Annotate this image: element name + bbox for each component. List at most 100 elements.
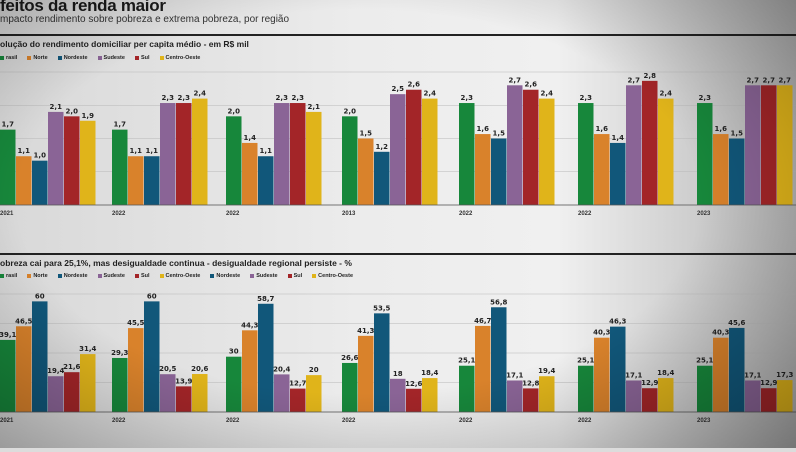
bar — [226, 356, 242, 412]
bar-value-label: 17,1 — [625, 371, 642, 379]
bar — [491, 307, 507, 412]
bar — [729, 138, 745, 205]
bar — [390, 94, 406, 205]
bar — [610, 142, 626, 205]
bar-value-label: 2,7 — [628, 76, 641, 84]
x-tick-label: 2022 — [578, 418, 592, 424]
legend-swatch — [0, 274, 4, 278]
bar — [160, 374, 176, 412]
bar-value-label: 2,3 — [178, 94, 191, 102]
bar — [258, 156, 274, 205]
bar-value-label: 17,1 — [744, 371, 761, 379]
bar — [642, 388, 658, 412]
x-tick-label: 2022 — [459, 211, 473, 217]
chart2-plot: 39,146,56019,421,631,4202129,345,56020,5… — [0, 292, 796, 424]
bar-value-label: 39,1 — [0, 331, 17, 339]
bar-value-label: 2,7 — [747, 76, 760, 84]
legend-swatch — [57, 56, 62, 60]
bar-value-label: 20,6 — [191, 365, 208, 373]
bar-value-label: 20,4 — [273, 365, 290, 373]
bar-value-label: 40,3 — [593, 329, 610, 337]
legend-item: Nordeste — [57, 55, 88, 61]
x-tick-label: 2022 — [226, 418, 240, 424]
bar — [475, 134, 491, 205]
page-title: feitos da renda maior — [0, 0, 166, 15]
bar — [32, 301, 48, 412]
legend-item: Centro-Oeste — [312, 273, 353, 279]
bar — [539, 376, 555, 412]
bar — [242, 142, 258, 205]
bar — [374, 151, 390, 205]
bar-value-label: 2,0 — [344, 107, 357, 115]
x-tick-label: 2021 — [0, 211, 14, 217]
legend-item: Centro-Oeste — [159, 55, 200, 61]
bar — [745, 380, 761, 412]
bar — [160, 103, 176, 205]
bar-value-label: 41,3 — [357, 327, 374, 335]
bar-value-label: 2,7 — [509, 76, 522, 84]
bar-value-label: 1,1 — [130, 147, 143, 155]
bar — [626, 380, 642, 412]
x-tick-label: 2022 — [342, 418, 356, 424]
legend-label: Nordeste — [216, 273, 241, 279]
legend-item: Nordeste — [210, 273, 240, 279]
x-tick-label: 2022 — [112, 418, 126, 424]
bar-value-label: 1,0 — [34, 152, 47, 160]
x-tick-label: 2022 — [578, 211, 592, 217]
bar — [0, 339, 16, 412]
bar — [306, 111, 322, 205]
bar-value-label: 2,7 — [779, 76, 792, 84]
bar — [697, 365, 713, 412]
bar — [0, 129, 16, 205]
bar — [523, 89, 539, 205]
bar — [507, 380, 523, 412]
legend-swatch — [0, 56, 4, 60]
bar — [176, 103, 192, 205]
bar — [406, 89, 422, 205]
bar-value-label: 56,8 — [490, 298, 507, 306]
bar — [306, 375, 322, 412]
bar-value-label: 2,6 — [408, 81, 421, 89]
legend-swatch — [159, 274, 164, 278]
bar — [374, 313, 390, 412]
bar-value-label: 1,1 — [146, 147, 159, 155]
bar — [578, 365, 594, 412]
bar — [777, 85, 793, 205]
bar — [626, 85, 642, 205]
bar — [594, 134, 610, 205]
bar-value-label: 17,3 — [776, 371, 793, 379]
bar — [258, 303, 274, 412]
legend-swatch — [287, 274, 292, 278]
legend-item: Sul — [287, 273, 302, 279]
legend-swatch — [159, 56, 164, 60]
bar-value-label: 45,6 — [728, 319, 745, 327]
x-tick-label: 2021 — [0, 418, 14, 424]
bar-value-label: 31,4 — [79, 345, 96, 353]
bar — [761, 388, 777, 412]
bar — [192, 374, 208, 412]
bar-value-label: 2,0 — [228, 107, 241, 115]
bar-value-label: 2,7 — [763, 76, 776, 84]
bar-value-label: 46,5 — [15, 317, 32, 325]
bar — [594, 337, 610, 412]
legend-label: Sudeste — [256, 273, 278, 279]
bar — [290, 388, 306, 412]
bar-value-label: 45,5 — [127, 319, 144, 327]
bar — [242, 330, 258, 412]
bar-value-label: 2,3 — [461, 94, 474, 102]
legend-item: Nordeste — [57, 273, 88, 279]
bar — [658, 98, 674, 205]
bar-value-label: 1,9 — [82, 112, 95, 120]
bar — [406, 388, 422, 412]
bar — [729, 327, 745, 412]
legend-swatch — [312, 274, 317, 278]
bar — [358, 335, 374, 412]
bar-value-label: 2,4 — [194, 90, 207, 98]
bar-value-label: 19,4 — [47, 367, 64, 375]
bar-value-label: 25,1 — [696, 357, 713, 365]
bar-value-label: 2,3 — [580, 94, 593, 102]
legend-swatch — [27, 274, 32, 278]
legend-item: Centro-Oeste — [159, 273, 200, 279]
bar — [713, 337, 729, 412]
